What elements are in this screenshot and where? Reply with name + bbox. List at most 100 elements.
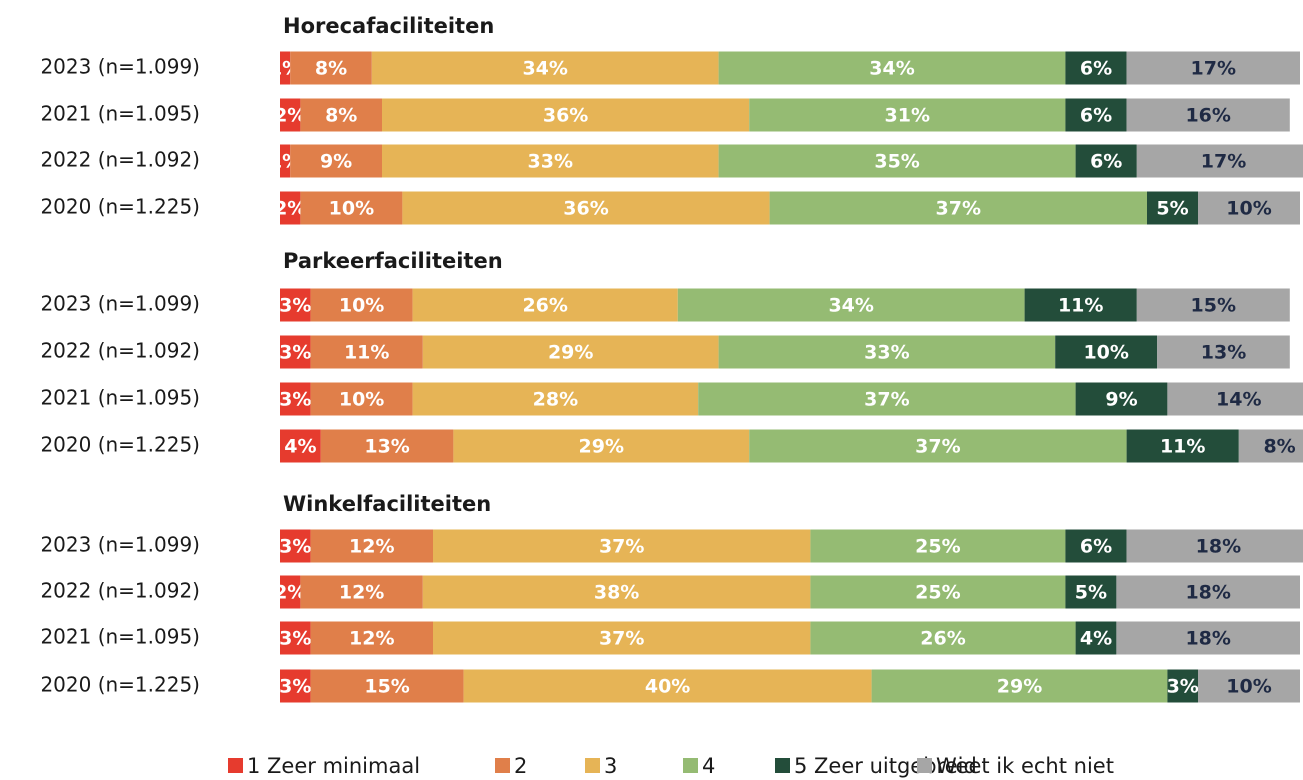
value-label: 25% [915, 582, 960, 604]
value-label: 4% [284, 436, 316, 458]
bar-segment [371, 51, 719, 85]
value-label: 13% [1201, 342, 1246, 364]
bar-segment [463, 669, 872, 703]
bar-segment [1065, 98, 1127, 132]
group-title: Parkeerfaciliteiten [283, 249, 503, 273]
category-label: 2022 (n=1.092) [40, 148, 200, 172]
value-label: 9% [1105, 389, 1137, 411]
legend-label: 5 Zeer uitgebreid [794, 754, 977, 778]
category-label: 2023 (n=1.099) [40, 533, 200, 557]
category-label: 2022 (n=1.092) [40, 579, 200, 603]
bar-segment [280, 288, 311, 322]
legend-swatch [683, 758, 698, 773]
bar-segment [280, 382, 311, 416]
bar-segment [1075, 621, 1117, 655]
bar-segment [412, 288, 678, 322]
value-label: 8% [315, 58, 347, 80]
category-label: 2023 (n=1.099) [40, 55, 200, 79]
bar-segment [1116, 621, 1300, 655]
bar-segment [1065, 575, 1117, 609]
value-label: 36% [543, 105, 588, 127]
bar-segment [1198, 669, 1300, 703]
value-label: 18% [1196, 536, 1241, 558]
bar-segment [402, 191, 770, 225]
bar-segment [300, 98, 382, 132]
value-label: 12% [339, 582, 384, 604]
value-label: 3% [1167, 676, 1199, 698]
bar-segment [453, 429, 750, 463]
bar-segment [1075, 382, 1168, 416]
value-label: 37% [864, 389, 909, 411]
bar-segment [310, 288, 413, 322]
value-label: 2% [274, 198, 306, 220]
value-label: 3% [279, 389, 311, 411]
bar-segment [433, 621, 811, 655]
legend-label: 1 Zeer minimaal [247, 754, 420, 778]
bar-segment [280, 621, 311, 655]
category-label: 2023 (n=1.099) [40, 292, 200, 316]
value-label: 9% [320, 151, 352, 173]
bar-segment [280, 669, 311, 703]
value-label: 11% [344, 342, 389, 364]
value-label: 14% [1216, 389, 1261, 411]
bar-segment [1126, 98, 1290, 132]
value-label: 10% [339, 389, 384, 411]
value-label: 36% [563, 198, 608, 220]
value-label: 12% [349, 536, 394, 558]
bar-segment [1126, 429, 1239, 463]
bar-segment [280, 529, 311, 563]
value-label: 3% [279, 628, 311, 650]
bars: 1% 8% 34% 34% 6% 17%2% 8% 36% 31% 6% 16%1% 9% 33% 35%… [274, 51, 1303, 703]
legend-swatch [917, 758, 932, 773]
value-label: 37% [599, 536, 644, 558]
category-label: 2020 (n=1.225) [40, 433, 200, 457]
value-label: 29% [997, 676, 1042, 698]
bar-segment [718, 144, 1076, 178]
value-label: 8% [1263, 436, 1295, 458]
bar-segment [698, 382, 1076, 416]
bar-segment [412, 382, 699, 416]
value-label: 18% [1185, 582, 1230, 604]
bar-segment [677, 288, 1025, 322]
bar-segment [810, 529, 1066, 563]
value-label: 37% [936, 198, 981, 220]
bar-segment [1055, 335, 1158, 369]
value-label: 35% [874, 151, 919, 173]
value-label: 38% [594, 582, 639, 604]
bar-segment [320, 429, 454, 463]
value-label: 29% [548, 342, 593, 364]
bar-segment [1198, 191, 1300, 225]
value-label: 29% [579, 436, 624, 458]
value-label: 3% [279, 295, 311, 317]
bar-segment [280, 144, 291, 178]
legend-swatch [775, 758, 790, 773]
bar-segment [280, 51, 291, 85]
value-label: 34% [869, 58, 914, 80]
value-label: 15% [1191, 295, 1236, 317]
category-label: 2021 (n=1.095) [40, 386, 200, 410]
bar-segment [1136, 144, 1303, 178]
legend-label: 2 [514, 754, 527, 778]
legend-label: Weet ik echt niet [936, 754, 1114, 778]
bar-segment [310, 621, 433, 655]
bar-segment [280, 98, 301, 132]
bar-segment [1167, 669, 1198, 703]
value-label: 26% [920, 628, 965, 650]
value-label: 11% [1058, 295, 1103, 317]
bar-segment [1147, 191, 1198, 225]
bar-segment [310, 669, 464, 703]
value-label: 17% [1191, 58, 1236, 80]
value-label: 25% [915, 536, 960, 558]
bar-segment [1065, 51, 1127, 85]
value-label: 5% [1156, 198, 1188, 220]
group-title: Horecafaciliteiten [283, 14, 494, 38]
bar-segment [310, 529, 433, 563]
bar-segment [280, 191, 301, 225]
value-label: 2% [274, 105, 306, 127]
value-label: 6% [1080, 58, 1112, 80]
bar-segment [1136, 288, 1290, 322]
bar-segment [749, 98, 1066, 132]
value-label: 6% [1080, 105, 1112, 127]
bar-segment [382, 98, 750, 132]
value-label: 10% [1226, 676, 1271, 698]
